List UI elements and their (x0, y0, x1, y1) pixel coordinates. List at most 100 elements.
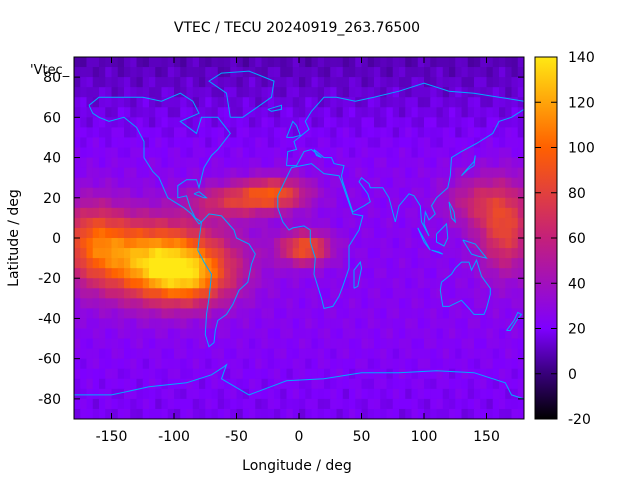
heatmap-cell (330, 197, 338, 209)
heatmap-cell (224, 368, 231, 380)
heatmap-cell (317, 338, 325, 350)
heatmap-cell (80, 388, 88, 400)
heatmap-cell (486, 167, 494, 179)
heatmap-cell (111, 107, 119, 118)
heatmap-cell (480, 268, 488, 279)
heatmap-cell (242, 207, 250, 219)
heatmap-cell (361, 117, 369, 128)
heatmap-cell (361, 137, 369, 149)
heatmap-cell (249, 288, 256, 299)
heatmap-cell (124, 328, 131, 340)
heatmap-cell (92, 87, 100, 98)
heatmap-cell (267, 217, 275, 229)
heatmap-cell (330, 248, 338, 259)
heatmap-cell (105, 288, 113, 299)
heatmap-cell (267, 177, 275, 189)
colorbar-tick-label: 120 (568, 95, 595, 111)
heatmap-cell (174, 318, 181, 330)
coastline (193, 191, 208, 199)
heatmap-cell (436, 167, 444, 179)
heatmap-cell (361, 388, 369, 400)
heatmap-cell (449, 248, 456, 259)
heatmap-cell (336, 147, 344, 159)
heatmap-cell (330, 177, 338, 189)
heatmap-cell (386, 87, 394, 98)
heatmap-cell (505, 107, 513, 118)
heatmap-cell (180, 97, 188, 108)
heatmap-cell (267, 398, 275, 410)
heatmap-cell (411, 408, 419, 419)
heatmap-cell (442, 97, 450, 108)
heatmap-cell (399, 308, 406, 320)
heatmap-cell (455, 408, 463, 419)
heatmap-cell (411, 238, 419, 249)
heatmap-cell (436, 137, 444, 149)
heatmap-cell (186, 358, 194, 370)
heatmap-cell (205, 177, 213, 189)
coastline (439, 258, 491, 315)
heatmap-cell (336, 348, 344, 360)
heatmap-cell (161, 358, 169, 370)
heatmap-cell (174, 127, 181, 139)
heatmap-cell (317, 157, 325, 169)
heatmap-cell (136, 217, 144, 229)
heatmap-cell (305, 57, 313, 68)
heatmap-cell (230, 157, 238, 169)
heatmap-cell (492, 107, 500, 118)
heatmap-cell (467, 217, 475, 229)
heatmap-cell (205, 207, 213, 219)
heatmap-cell (236, 217, 244, 229)
heatmap-cell (405, 338, 413, 350)
heatmap-cell (442, 217, 450, 229)
heatmap-cell (99, 298, 106, 309)
heatmap-cell (186, 77, 194, 88)
heatmap-cell (467, 308, 475, 320)
heatmap-cell (261, 398, 269, 410)
heatmap-cell (374, 318, 381, 330)
heatmap-cell (86, 358, 94, 370)
heatmap-cell (217, 97, 225, 108)
heatmap-cell (236, 388, 244, 400)
heatmap-cell (161, 177, 169, 189)
heatmap-cell (399, 207, 406, 219)
heatmap-cell (480, 97, 488, 108)
heatmap-cell (342, 318, 350, 330)
heatmap-cell (499, 67, 506, 78)
heatmap-cell (230, 147, 238, 159)
heatmap-cell (442, 67, 450, 78)
heatmap-cell (386, 117, 394, 128)
heatmap-cell (249, 137, 256, 149)
heatmap-cell (124, 177, 131, 189)
heatmap-cell (342, 308, 350, 320)
heatmap-cell (286, 348, 294, 360)
heatmap-cell (299, 177, 306, 189)
heatmap-cell (192, 348, 200, 360)
heatmap-cell (199, 288, 206, 299)
heatmap-cell (467, 288, 475, 299)
heatmap-cell (480, 308, 488, 320)
heatmap-cell (280, 57, 288, 68)
heatmap-cell (449, 97, 456, 108)
heatmap-cell (336, 238, 344, 249)
heatmap-cell (286, 398, 294, 410)
heatmap-cell (324, 248, 331, 259)
heatmap-cell (74, 288, 81, 299)
heatmap-cell (361, 358, 369, 370)
heatmap-cell (174, 278, 181, 289)
heatmap-cell (480, 227, 488, 239)
heatmap-cell (211, 318, 219, 330)
heatmap-cell (92, 227, 100, 239)
heatmap-cell (392, 177, 400, 189)
heatmap-cell (499, 197, 506, 209)
heatmap-cell (249, 408, 256, 419)
heatmap-cell (499, 348, 506, 360)
heatmap-cell (380, 238, 388, 249)
heatmap-cell (224, 388, 231, 400)
heatmap-cell (417, 348, 425, 360)
heatmap-cell (280, 147, 288, 159)
heatmap-cell (136, 77, 144, 88)
heatmap-cell (161, 338, 169, 350)
heatmap-cell (305, 147, 313, 159)
heatmap-cell (449, 388, 456, 400)
heatmap-cell (236, 197, 244, 209)
